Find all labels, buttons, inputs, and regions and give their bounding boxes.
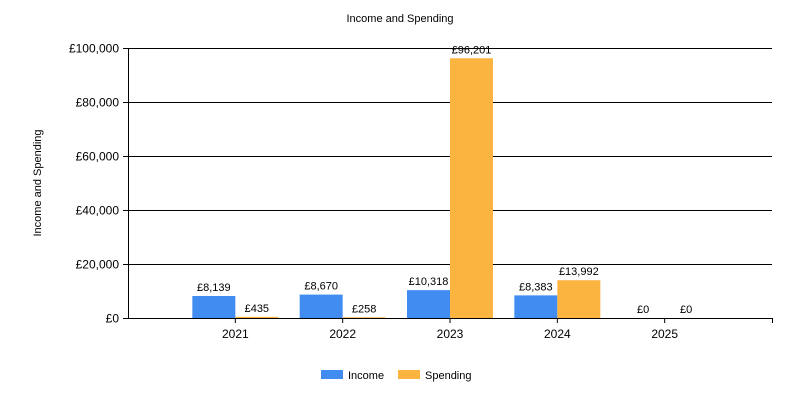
data-label: £435	[245, 303, 269, 315]
x-tick-label: 2022	[329, 327, 356, 341]
x-tick-label: 2024	[544, 327, 571, 341]
y-tick-label: £20,000	[76, 258, 120, 272]
y-tick-label: £40,000	[76, 204, 120, 218]
data-label: £258	[352, 303, 376, 315]
y-tick-label: £0	[106, 312, 120, 326]
x-tick-label: 2025	[651, 327, 678, 341]
legend-label: Spending	[425, 370, 472, 382]
bar-income	[299, 294, 343, 318]
bar-spending	[342, 317, 386, 319]
data-label: £8,383	[519, 281, 553, 293]
data-label: £96,201	[452, 44, 492, 56]
chart-title: Income and Spending	[346, 13, 453, 25]
data-label: £13,992	[559, 266, 599, 278]
legend-swatch-income	[321, 370, 343, 379]
y-tick-label: £80,000	[76, 96, 120, 110]
data-label: £8,139	[197, 282, 231, 294]
data-label: £0	[637, 304, 649, 316]
y-tick-label: £100,000	[69, 42, 119, 56]
legend-swatch-spending	[398, 370, 420, 379]
legend-label: Income	[348, 370, 384, 382]
y-axis-label: Income and Spending	[32, 129, 44, 236]
bar-spending	[557, 280, 601, 318]
x-tick-label: 2021	[222, 327, 249, 341]
bar-spending	[235, 316, 279, 318]
data-label: £0	[680, 304, 692, 316]
axes: £0 £20,000 £40,000 £60,000 £80,000 £100,000 20…	[69, 42, 773, 341]
bars: £8,139 £435 £8,670 £258 £10,318 £96,201 £8,383…	[192, 44, 692, 319]
legend: Income Spending	[321, 370, 472, 382]
bar-income	[407, 290, 450, 318]
y-tick-label: £60,000	[76, 150, 120, 164]
bar-income	[192, 296, 236, 318]
bar-income	[514, 295, 558, 318]
x-tick-label: 2023	[437, 327, 464, 341]
bar-spending	[450, 58, 493, 319]
data-label: £8,670	[304, 281, 338, 293]
data-label: £10,318	[409, 276, 449, 288]
